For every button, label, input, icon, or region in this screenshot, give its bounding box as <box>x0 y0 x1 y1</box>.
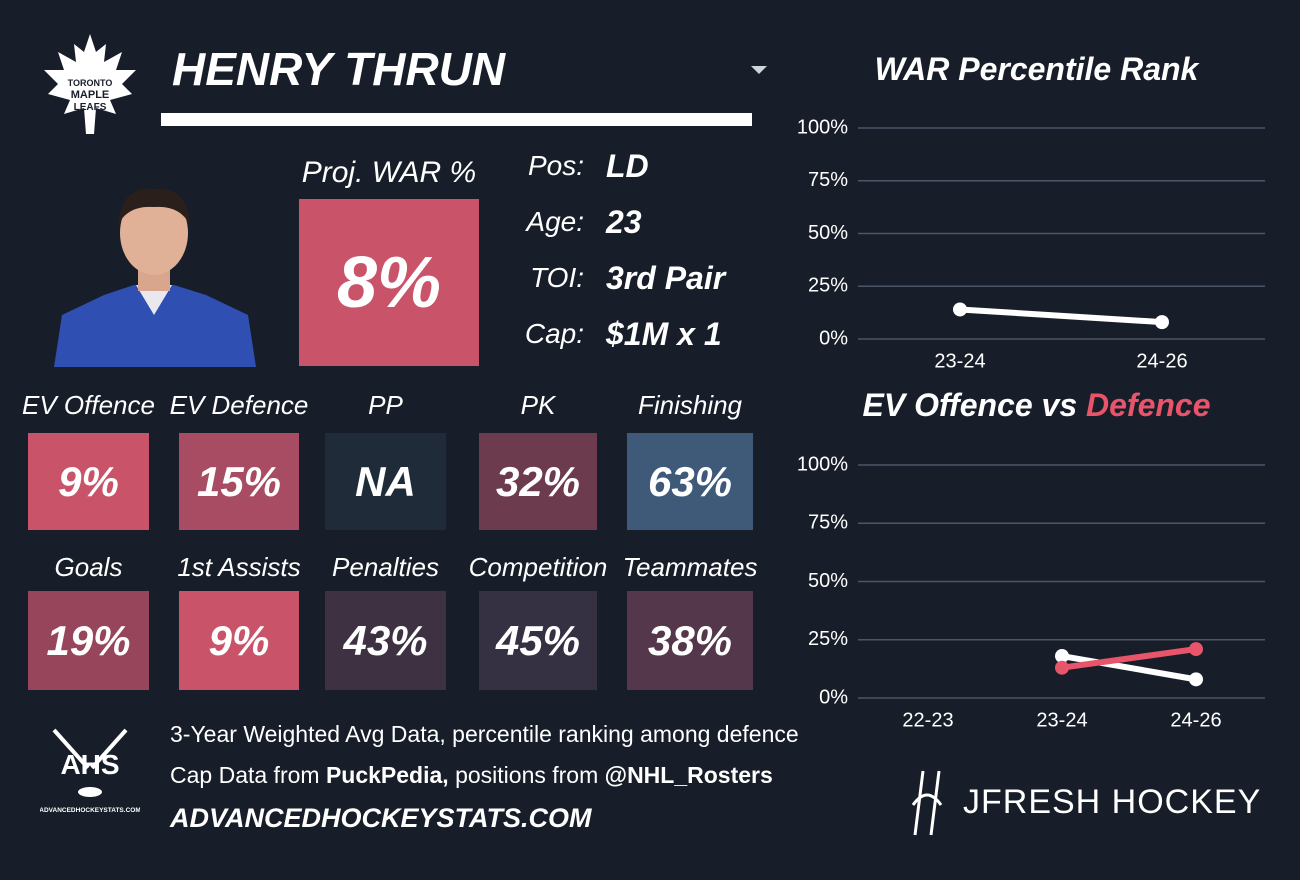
y-tick-label: 75% <box>808 512 848 534</box>
player-photo <box>54 188 256 367</box>
credit-link: PuckPedia, <box>325 762 449 788</box>
info-value: 3rd Pair <box>606 260 726 296</box>
tile-value: 15% <box>179 433 299 530</box>
y-tick-label: 25% <box>808 628 848 650</box>
brand: JFRESH HOCKEY <box>911 770 1261 836</box>
tile-label: PK <box>520 390 556 420</box>
y-tick-label: 75% <box>808 169 848 191</box>
info-value: 23 <box>606 204 642 240</box>
logo-text: MAPLE <box>71 89 110 101</box>
line <box>1059 646 1199 671</box>
x-tick-label: 24-26 <box>1170 709 1221 731</box>
brand-text: JFRESH HOCKEY <box>963 783 1261 821</box>
y-tick-label: 50% <box>808 222 848 244</box>
tile-label: EV Offence <box>22 390 155 420</box>
info-value: LD <box>606 148 649 184</box>
point <box>1189 642 1203 657</box>
tile-label: Teammates <box>622 552 758 582</box>
ahs-logo: AHS ADVANCEDHOCKEYSTATS.COM <box>40 728 140 814</box>
title-part: Defence <box>1086 387 1211 423</box>
info-value: $1M x 1 <box>606 316 722 352</box>
ahs-text: AHS <box>60 749 119 780</box>
footer-credits: Cap Data from PuckPedia, positions from … <box>170 762 773 789</box>
name-underline <box>161 113 752 126</box>
proj-label: Proj. WAR % <box>301 156 477 189</box>
tile-label: 1st Assists <box>177 552 301 582</box>
line <box>1059 653 1199 683</box>
x-tick-label: 22-23 <box>902 709 953 731</box>
tile-value: 19% <box>28 591 149 690</box>
team-logo: TORONTO MAPLE LEAFS <box>44 34 136 134</box>
footer-note: 3-Year Weighted Avg Data, percentile ran… <box>170 721 799 747</box>
point <box>1155 315 1169 330</box>
chart-title: WAR Percentile Rank <box>875 51 1201 87</box>
info-label: Pos: <box>527 150 584 181</box>
x-tick-label: 23-24 <box>934 350 985 372</box>
info-label: Cap: <box>524 318 584 349</box>
credit-text: positions from <box>455 762 599 788</box>
chart-title: EV Offence vs Defence <box>862 387 1210 423</box>
point <box>1055 649 1069 664</box>
y-tick-label: 0% <box>819 327 848 349</box>
title-part: WAR Percentile Rank <box>875 51 1201 87</box>
proj-value: 8% <box>299 199 479 366</box>
tile-value: 9% <box>28 433 149 530</box>
point <box>1055 660 1069 675</box>
footer-site: ADVANCEDHOCKEYSTATS.COM <box>170 803 592 833</box>
tile-value: 38% <box>627 591 753 690</box>
info-label: TOI: <box>530 262 584 293</box>
logo-text: LEAFS <box>74 102 107 113</box>
tile-value: 9% <box>179 591 299 690</box>
player-name: HENRY THRUN <box>172 43 506 95</box>
tile-label: Goals <box>54 552 123 582</box>
tile-value: 63% <box>627 433 753 530</box>
tile-value: 45% <box>479 591 597 690</box>
tile-value: NA <box>325 433 446 530</box>
point <box>953 302 967 317</box>
info-label: Age: <box>526 206 584 237</box>
credit-link: @NHL_Rosters <box>604 762 773 788</box>
y-tick-label: 0% <box>819 686 848 708</box>
title-part: EV Offence vs <box>862 387 1077 423</box>
tile-label: EV Defence <box>169 390 309 420</box>
dropdown[interactable] <box>750 64 768 76</box>
line <box>957 306 1165 326</box>
y-tick-label: 100% <box>797 116 848 138</box>
credit-text: Cap Data from <box>170 762 320 788</box>
x-tick-label: 24-26 <box>1136 350 1187 372</box>
tile-value: 43% <box>325 591 446 690</box>
tile-label: PP <box>368 390 403 420</box>
tile-label: Competition <box>468 552 608 582</box>
y-tick-label: 50% <box>808 570 848 592</box>
x-tick-label: 23-24 <box>1036 709 1087 731</box>
tile-label: Penalties <box>332 552 439 582</box>
point <box>1189 672 1203 687</box>
ahs-site: ADVANCEDHOCKEYSTATS.COM <box>40 807 140 814</box>
y-tick-label: 25% <box>808 275 848 297</box>
tile-label: Finishing <box>637 390 743 420</box>
logo-text: TORONTO <box>68 78 113 88</box>
tile-value: 32% <box>479 433 597 530</box>
y-tick-label: 100% <box>797 453 848 475</box>
